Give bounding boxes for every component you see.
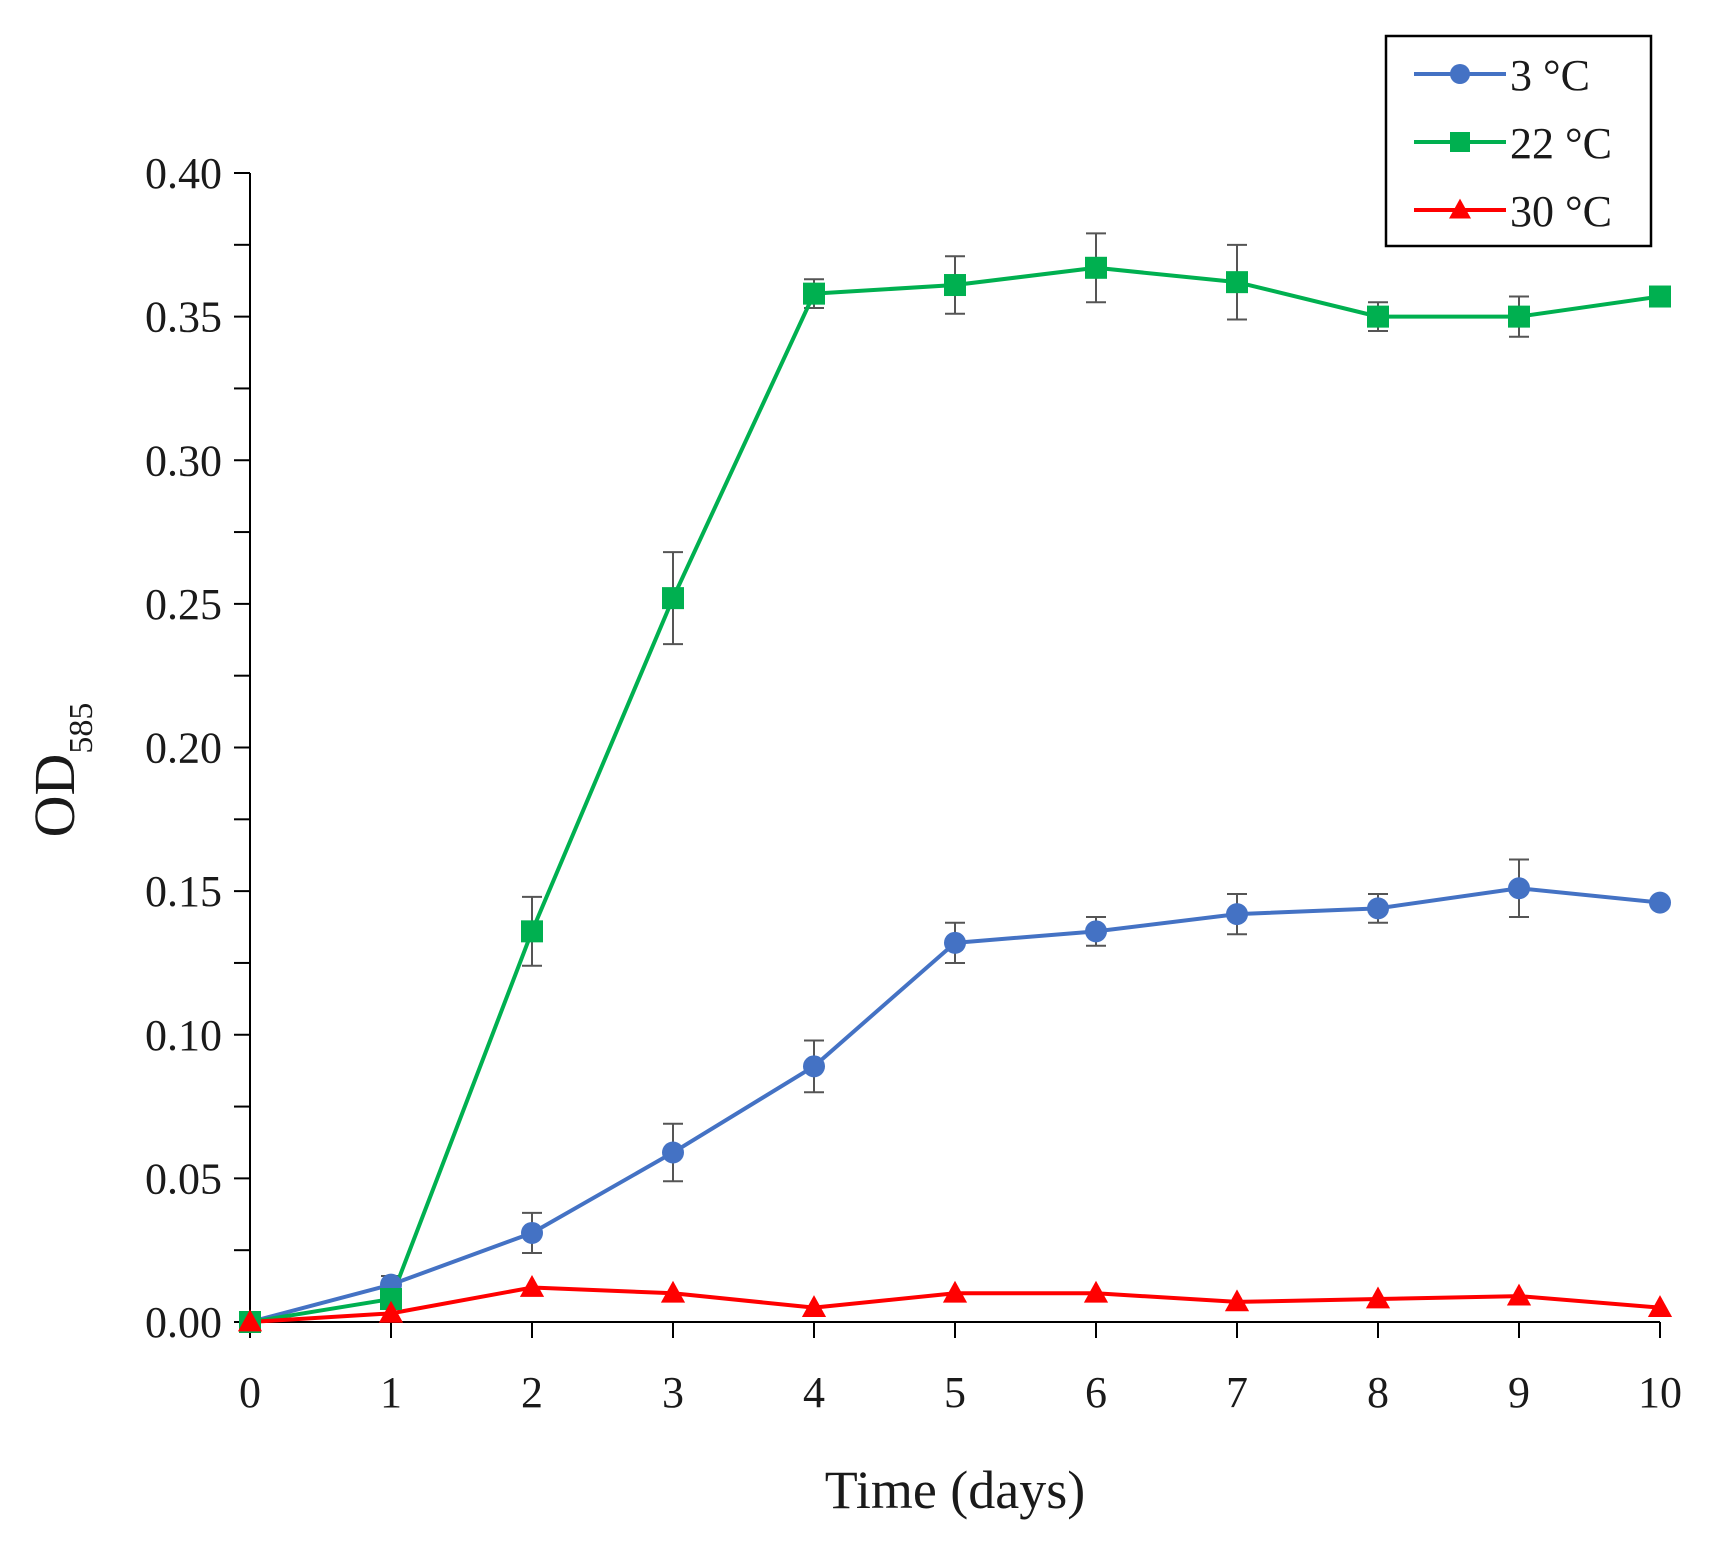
series-2-point [380,1288,402,1311]
series-1-point [1085,920,1107,943]
y-tick-label: 0.05 [145,1154,222,1203]
x-tick-label: 6 [1085,1368,1107,1417]
x-tick-label: 8 [1367,1368,1389,1417]
legend-label-1: 3 °C [1510,51,1590,100]
series-1-point [803,1055,825,1078]
y-tick-label: 0.15 [145,867,222,916]
y-axis-title: OD585 [22,703,100,838]
series-3-point [942,1280,968,1303]
x-tick-label: 9 [1508,1368,1530,1417]
series-3-point [1224,1289,1250,1312]
series-2-point [662,587,684,610]
error-bars [381,232,1529,1306]
legend-label-3: 30 °C [1510,187,1612,236]
series-3-point [1506,1283,1532,1306]
series-1-point [521,1221,543,1244]
legend-marker-2 [1450,132,1470,152]
x-tick-label: 2 [521,1368,543,1417]
x-tick-label: 3 [662,1368,684,1417]
legend-marker-1 [1450,64,1470,84]
series-3-point [378,1300,404,1323]
series-1-point [662,1141,684,1164]
series-3-point [519,1274,545,1297]
x-tick-label: 5 [944,1368,966,1417]
series-1-point [1649,891,1671,914]
x-axis-title: Time (days) [825,1460,1086,1520]
x-tick-label: 7 [1226,1368,1248,1417]
series-3-point [237,1309,263,1332]
legend-label-2: 22 °C [1510,119,1612,168]
y-tick-label: 0.25 [145,580,222,629]
y-tick-label: 0.20 [145,724,222,773]
series-1-point [1508,877,1530,900]
series-2-point [1226,271,1248,294]
series-2-point [521,920,543,943]
series-3-point [801,1295,827,1318]
axes [234,172,1661,1338]
series-2-point [1367,305,1389,328]
series-1-point [944,931,966,954]
series-2-point [944,274,966,297]
y-tick-label: 0.40 [145,149,222,198]
series-3-point [1647,1295,1673,1318]
x-tick-label: 1 [380,1368,402,1417]
y-tick-label: 0.10 [145,1011,222,1060]
legend-marker-3 [1449,198,1471,219]
series-2-point [1649,285,1671,308]
y-axis-title-main: OD [22,754,87,838]
series-1-point [1226,903,1248,926]
x-tick-label: 10 [1638,1368,1682,1417]
y-axis-title-subscript: 585 [63,703,100,754]
x-tick-label: 0 [239,1368,261,1417]
series-3-point [660,1280,686,1303]
y-tick-label: 0.00 [145,1298,222,1347]
series-lines [249,265,1661,1324]
y-tick-label: 0.35 [145,293,222,342]
series-2-line [249,265,1661,1324]
tick-labels: 0.00 0.05 0.10 0.15 0.20 0.25 0.30 0.35 0.40 0 1 2 3… [145,149,1682,1417]
series-3-point [1365,1286,1391,1309]
legend: 3 °C 22 °C 30 °C [1384,34,1653,248]
series-3-point [1083,1280,1109,1303]
series-2-point [1085,256,1107,279]
series-2-point [1508,305,1530,328]
series-markers [237,256,1673,1333]
series-2-point [803,282,825,305]
x-tick-label: 4 [803,1368,825,1417]
series-1-point [1367,897,1389,920]
y-tick-label: 0.30 [145,436,222,485]
